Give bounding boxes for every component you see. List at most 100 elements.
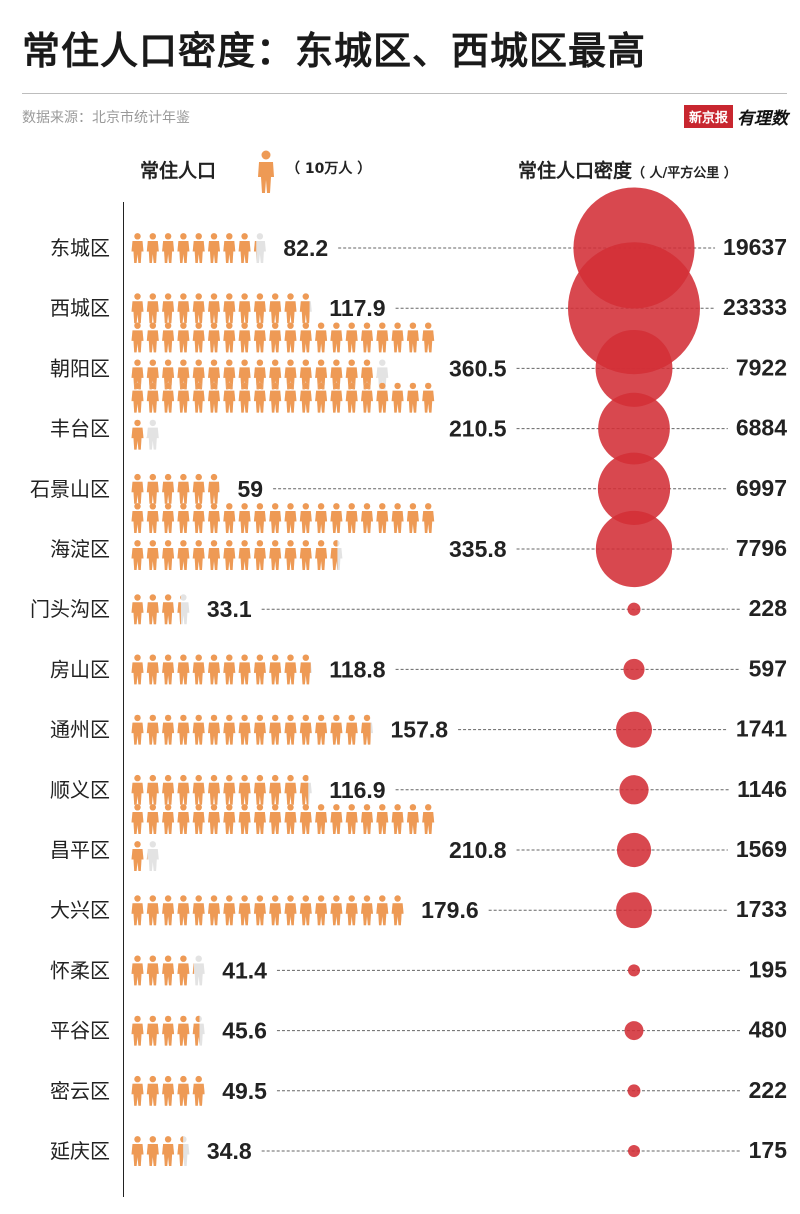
person-icon <box>284 359 297 390</box>
person-icon <box>162 359 175 390</box>
person-icon <box>284 293 297 324</box>
person-icon <box>391 804 404 834</box>
person-icon <box>284 503 297 533</box>
person-icon <box>208 540 220 570</box>
person-icon <box>208 322 220 353</box>
person-icon <box>299 322 312 353</box>
population-value-label: 360.5 <box>449 355 507 381</box>
person-icon <box>146 503 159 533</box>
density-value-label: 195 <box>749 956 788 982</box>
density-value-label: 1741 <box>736 716 787 742</box>
person-icon <box>330 540 343 570</box>
person-icon <box>177 359 190 390</box>
person-icon <box>146 955 159 986</box>
district-row: 丰台区 <box>50 382 728 450</box>
person-icon <box>177 654 190 685</box>
person-icon <box>162 473 175 504</box>
person-icon <box>131 382 144 413</box>
person-icon <box>162 1075 175 1106</box>
person-icon <box>208 895 220 926</box>
person-icon <box>422 503 435 533</box>
person-icon <box>345 382 358 413</box>
person-icon <box>299 895 312 926</box>
person-icon <box>208 233 220 263</box>
person-icon <box>345 895 358 926</box>
person-icon <box>177 955 190 986</box>
district-label: 大兴区 <box>50 898 110 922</box>
person-icon <box>192 540 205 570</box>
person-icon <box>131 594 144 625</box>
person-icon <box>269 895 282 926</box>
person-icon <box>406 503 419 533</box>
person-icon <box>238 804 251 834</box>
person-icon <box>284 382 297 413</box>
person-icon <box>131 955 144 986</box>
population-value-label: 82.2 <box>283 235 328 261</box>
person-icon <box>345 714 358 745</box>
person-icon <box>177 714 190 745</box>
person-icon <box>361 359 373 390</box>
person-icon <box>315 714 328 745</box>
person-icon <box>177 1075 190 1106</box>
person-icon <box>192 1015 205 1046</box>
density-bubble <box>595 329 673 407</box>
person-icon <box>253 503 266 533</box>
district-row: 朝阳区 <box>50 322 728 390</box>
person-icon <box>269 293 282 324</box>
person-icon <box>253 322 266 353</box>
person-icon <box>330 714 343 745</box>
person-icon <box>269 774 282 805</box>
person-icon <box>238 359 251 390</box>
person-icon <box>146 1075 159 1106</box>
person-icon <box>177 293 190 324</box>
district-row: 东城区 <box>50 233 716 263</box>
population-pictogram <box>131 233 266 263</box>
person-icon <box>238 540 251 570</box>
person-icon <box>146 382 159 413</box>
person-icon <box>284 804 297 834</box>
person-icon <box>406 804 419 834</box>
person-icon <box>131 804 144 834</box>
person-icon <box>131 654 144 685</box>
density-bubble <box>615 711 653 748</box>
person-icon <box>284 540 297 570</box>
person-icon <box>208 654 220 685</box>
population-pictogram <box>131 503 435 570</box>
person-icon <box>330 804 343 834</box>
person-icon <box>361 322 373 353</box>
person-icon <box>315 382 328 413</box>
population-pictogram <box>131 955 205 986</box>
person-icon <box>315 322 328 353</box>
person-icon <box>299 503 312 533</box>
person-icon <box>258 150 274 193</box>
population-legend-label: 常住人口 <box>140 160 217 182</box>
person-icon <box>131 503 144 533</box>
person-icon <box>131 1015 144 1046</box>
density-legend: 常住人口密度（ 人/平方公里 ） <box>518 156 737 183</box>
district-row: 昌平区 <box>50 804 728 871</box>
person-icon <box>223 895 236 926</box>
person-icon <box>315 359 328 390</box>
density-value-label: 175 <box>749 1137 788 1163</box>
district-row: 怀柔区 <box>50 955 741 986</box>
data-source: 数据来源：北京市统计年鉴 <box>22 110 190 126</box>
district-row: 通州区 <box>50 714 728 745</box>
person-icon <box>238 714 251 745</box>
density-bubble <box>568 242 700 375</box>
density-bubble <box>627 602 641 616</box>
district-row: 顺义区 <box>50 774 730 805</box>
person-icon <box>146 594 159 625</box>
person-icon <box>131 774 144 805</box>
person-icon <box>269 503 282 533</box>
person-icon <box>131 714 144 745</box>
person-icon <box>162 293 175 324</box>
district-label: 西城区 <box>50 296 110 320</box>
person-icon <box>208 503 220 533</box>
person-icon <box>223 359 236 390</box>
person-icon <box>330 382 343 413</box>
person-icon <box>223 774 236 805</box>
person-icon <box>299 654 312 685</box>
person-icon <box>269 359 282 390</box>
density-bubble <box>616 832 652 868</box>
